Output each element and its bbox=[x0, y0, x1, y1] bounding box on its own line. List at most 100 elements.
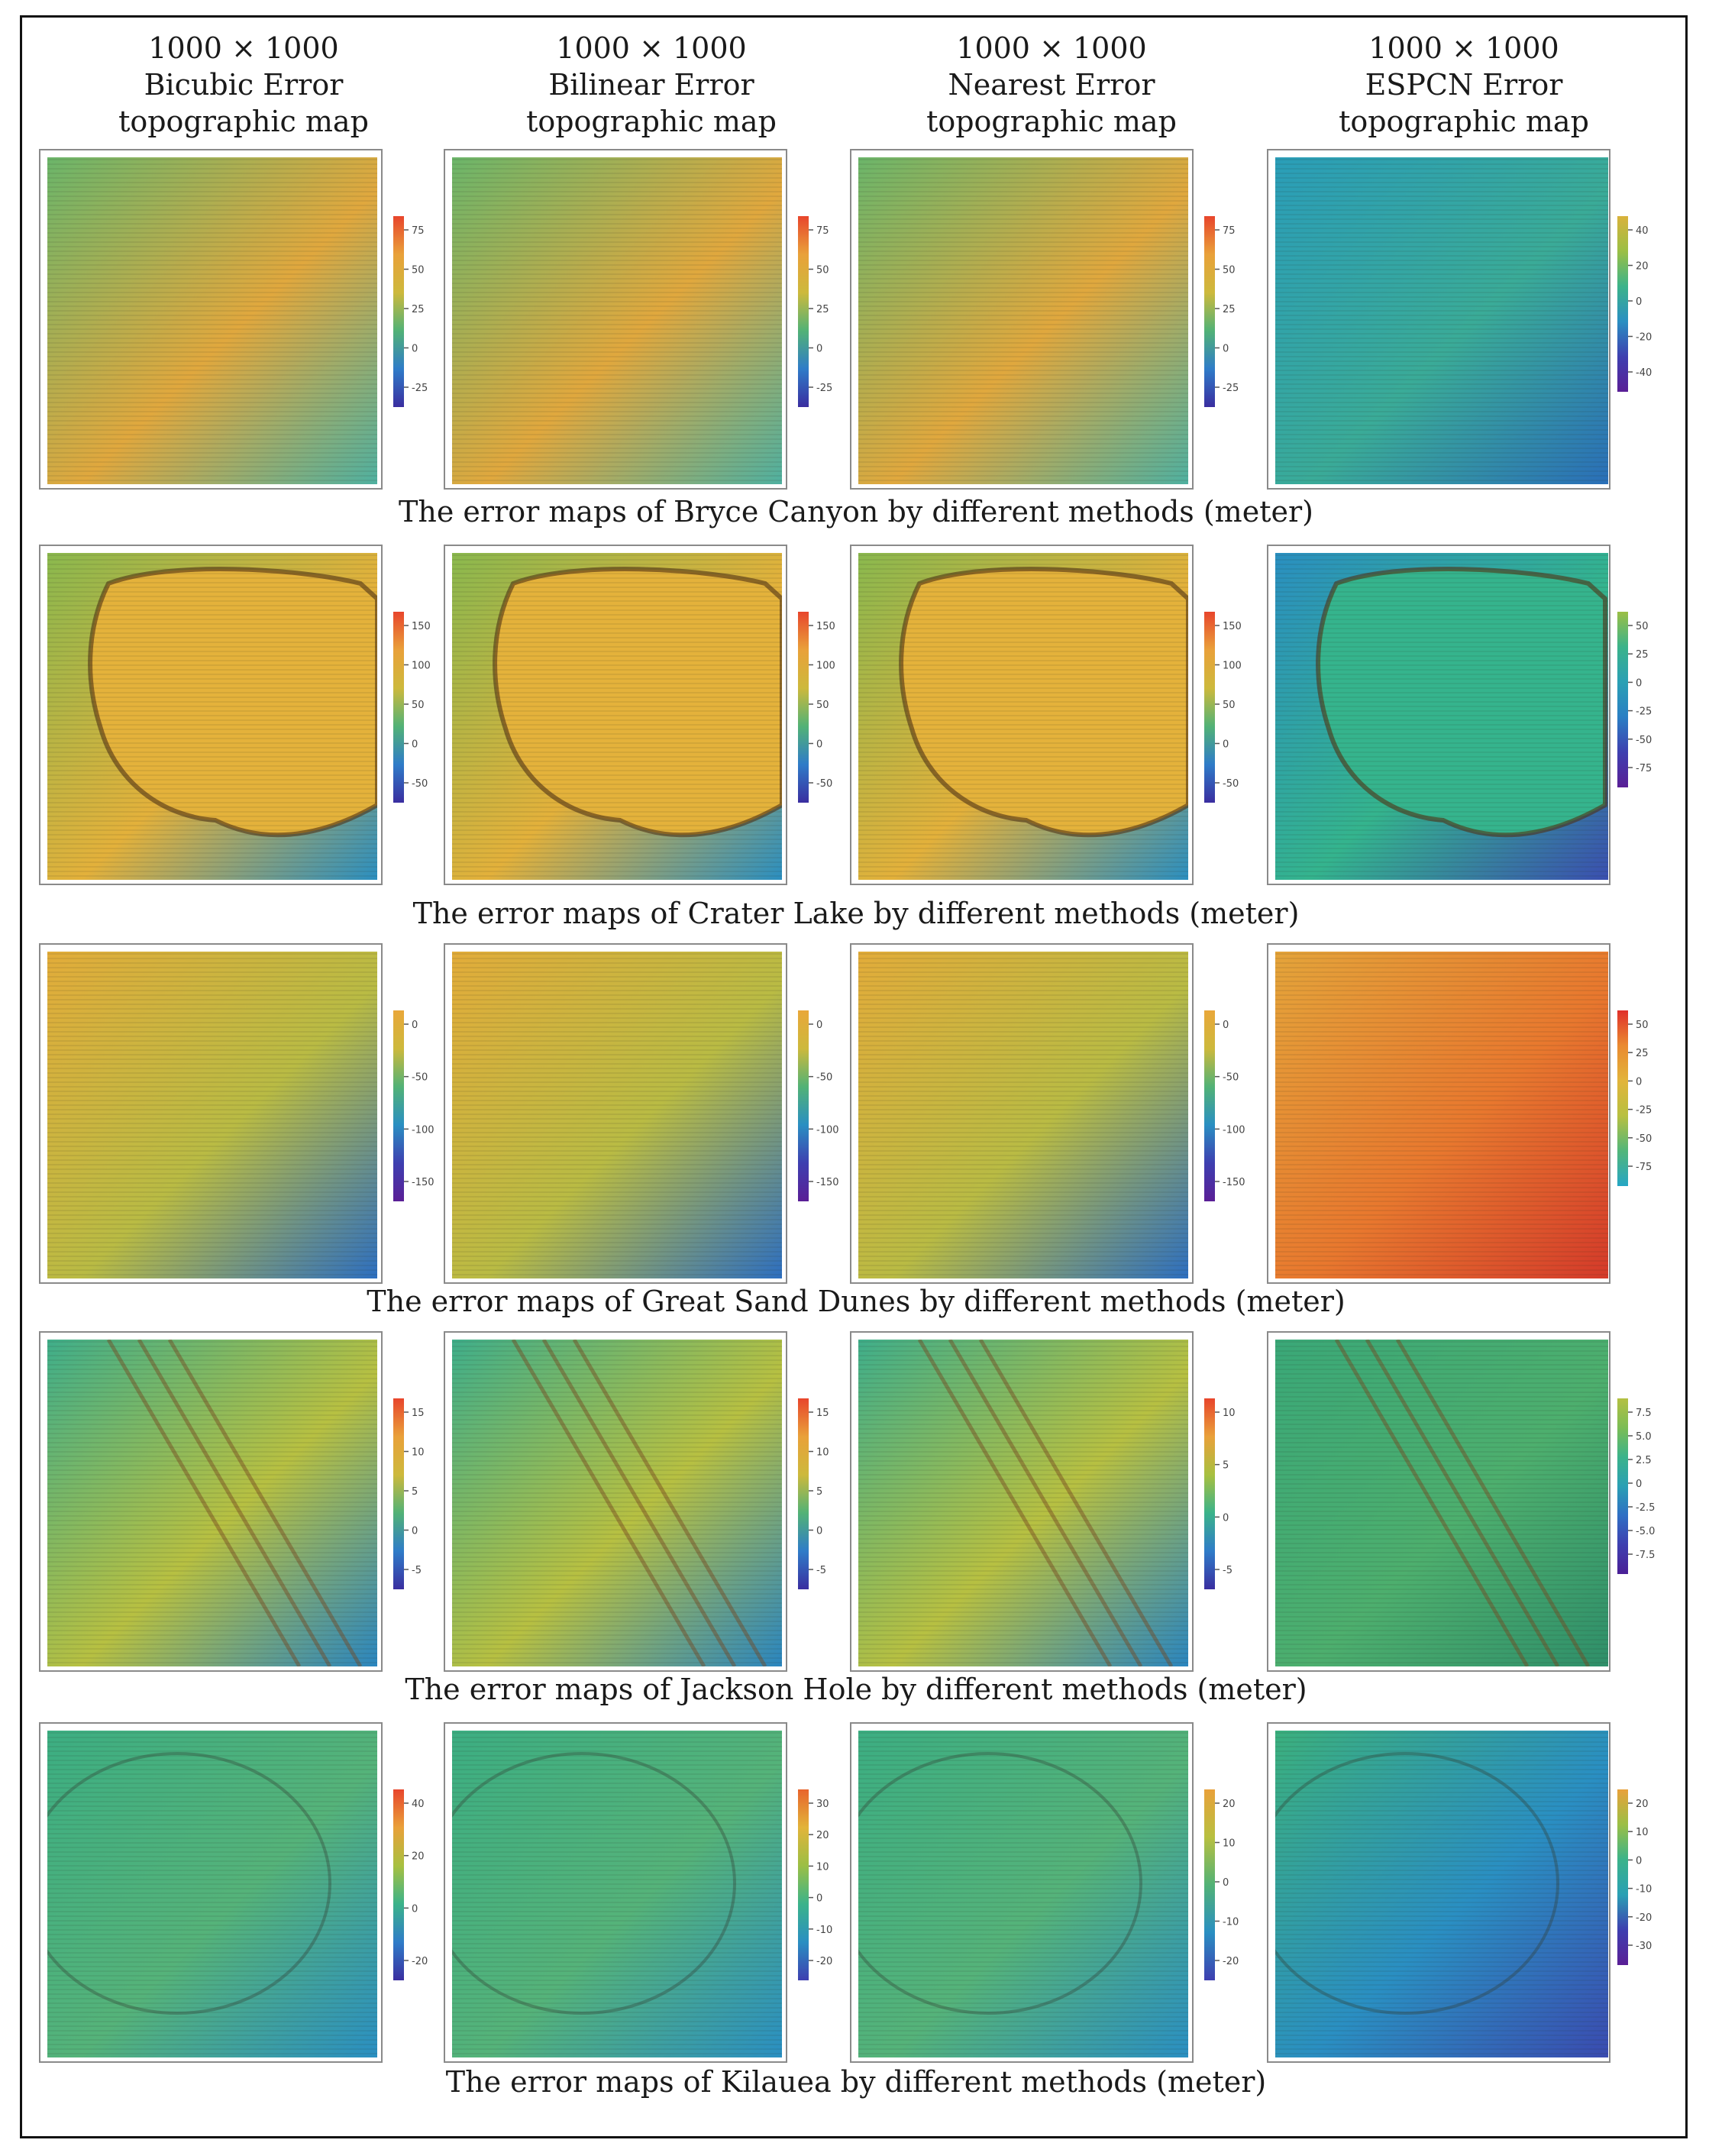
colorbar: 75 50 25 0 -25 bbox=[393, 216, 428, 407]
colorbar-tick-label: -20 bbox=[816, 1956, 832, 1967]
colorbar-tick-label: 50 bbox=[1223, 265, 1236, 276]
error-map-panel: 30 20 10 0 -10 -20 bbox=[444, 1722, 832, 2063]
colorbar-tick-label: 5 bbox=[816, 1486, 822, 1498]
figure-frame: 1000 × 1000 Bicubic Error topographic ma… bbox=[20, 15, 1688, 2138]
error-map-image bbox=[858, 157, 1188, 484]
error-map-image bbox=[858, 553, 1188, 880]
column-header-method: Nearest Error bbox=[948, 68, 1155, 102]
colorbar: 150 100 50 0 -50 bbox=[798, 612, 835, 803]
colorbar-tick-label: 75 bbox=[1223, 225, 1236, 237]
error-map-image bbox=[47, 553, 377, 880]
caption-bryce-canyon: The error maps of Bryce Canyon by differ… bbox=[399, 495, 1313, 528]
colorbar-gradient bbox=[798, 1789, 809, 1980]
colorbar-tick-label: -5 bbox=[412, 1565, 422, 1576]
error-map-image bbox=[452, 1731, 782, 2057]
colorbar-tick-label: 0 bbox=[1636, 1076, 1642, 1088]
error-map-panel: 0 -50 -100 -150 bbox=[850, 943, 1245, 1284]
colorbar-tick-label: -20 bbox=[412, 1956, 428, 1967]
colorbar-tick-label: 0 bbox=[412, 1020, 418, 1031]
error-map-panel: 150 100 50 0 -50 bbox=[850, 545, 1242, 885]
colorbar-tick-label: 20 bbox=[1636, 1799, 1649, 1810]
colorbar-tick-label: 25 bbox=[412, 304, 425, 315]
colorbar: 0 -50 -100 -150 bbox=[1204, 1010, 1245, 1201]
colorbar-tick-label: 50 bbox=[816, 265, 829, 276]
colorbar-tick-label: 0 bbox=[816, 1893, 822, 1905]
colorbar-tick-label: -150 bbox=[1223, 1177, 1245, 1188]
colorbar-tick-label: 50 bbox=[1223, 700, 1236, 711]
colorbar-tick-label: 50 bbox=[412, 265, 425, 276]
error-map-panel: 10 5 0 -5 bbox=[850, 1331, 1236, 1672]
colorbar-tick-label: 0 bbox=[816, 739, 822, 751]
column-header-type: topographic map bbox=[118, 105, 369, 138]
column-header-nearest: 1000 × 1000 Nearest Error topographic ma… bbox=[853, 30, 1250, 140]
caption-kilauea: The error maps of Kilauea by different m… bbox=[445, 2065, 1267, 2099]
colorbar-tick-label: 0 bbox=[1636, 1855, 1642, 1867]
colorbar: 7.5 5.0 2.5 0 -2.5 -5.0 -7.5 bbox=[1617, 1398, 1655, 1574]
colorbar: 30 20 10 0 -10 -20 bbox=[798, 1789, 832, 1980]
error-map-image bbox=[47, 1731, 377, 2057]
colorbar-gradient bbox=[393, 216, 404, 407]
column-header-method: ESPCN Error bbox=[1365, 68, 1563, 102]
column-header-method: Bicubic Error bbox=[144, 68, 344, 102]
colorbar-tick-label: -75 bbox=[1636, 763, 1652, 774]
caption-jackson-hole: The error maps of Jackson Hole by differ… bbox=[405, 1673, 1307, 1706]
colorbar-tick-label: -50 bbox=[1223, 778, 1239, 790]
colorbar: 20 10 0 -10 -20 bbox=[1204, 1789, 1239, 1980]
colorbar-tick-label: 25 bbox=[1636, 649, 1649, 661]
error-map-image bbox=[1275, 952, 1608, 1278]
colorbar-tick-label: -20 bbox=[1223, 1956, 1239, 1967]
colorbar-gradient bbox=[1204, 1398, 1215, 1589]
colorbar-tick-label: -75 bbox=[1636, 1162, 1652, 1173]
error-map-panel: 75 50 25 0 -25 bbox=[39, 149, 428, 490]
error-map-image bbox=[858, 952, 1188, 1278]
colorbar-tick-label: 10 bbox=[1636, 1827, 1649, 1838]
error-map-panel: 15 10 5 0 -5 bbox=[444, 1331, 829, 1672]
colorbar-tick-label: 0 bbox=[1636, 296, 1642, 308]
colorbar-tick-label: -10 bbox=[1223, 1917, 1239, 1928]
colorbar-tick-label: 0 bbox=[1223, 1020, 1229, 1031]
column-header-type: topographic map bbox=[526, 105, 777, 138]
colorbar: 10 5 0 -5 bbox=[1204, 1398, 1236, 1589]
colorbar-tick-label: -150 bbox=[816, 1177, 839, 1188]
colorbar: 20 10 0 -10 -20 -30 bbox=[1617, 1789, 1652, 1965]
colorbar-tick-label: 0 bbox=[412, 344, 418, 355]
colorbar-gradient bbox=[798, 1398, 809, 1589]
colorbar-tick-label: 10 bbox=[816, 1447, 829, 1459]
colorbar-tick-label: -100 bbox=[412, 1124, 435, 1136]
colorbar-tick-label: 0 bbox=[1223, 739, 1229, 751]
colorbar-tick-label: -20 bbox=[1636, 1912, 1652, 1924]
error-map-panel: 150 100 50 0 -50 bbox=[444, 545, 835, 885]
colorbar-tick-label: -50 bbox=[1223, 1072, 1239, 1084]
colorbar-tick-label: 5 bbox=[412, 1486, 418, 1498]
colorbar-gradient bbox=[393, 1398, 404, 1589]
colorbar-tick-label: 2.5 bbox=[1636, 1455, 1652, 1466]
error-map-image bbox=[47, 1340, 377, 1666]
colorbar-tick-label: 0 bbox=[816, 1020, 822, 1031]
colorbar-tick-label: 0 bbox=[412, 1526, 418, 1537]
colorbar-tick-label: 25 bbox=[1223, 304, 1236, 315]
colorbar-tick-label: 100 bbox=[816, 661, 835, 672]
colorbar-tick-label: -50 bbox=[816, 778, 832, 790]
caption-great-sand-dunes: The error maps of Great Sand Dunes by di… bbox=[367, 1285, 1346, 1318]
colorbar: 75 50 25 0 -25 bbox=[798, 216, 832, 407]
colorbar-gradient bbox=[1204, 1789, 1215, 1980]
colorbar-tick-label: 20 bbox=[1636, 261, 1649, 273]
colorbar-tick-label: -10 bbox=[816, 1925, 832, 1936]
colorbar-tick-label: -50 bbox=[412, 778, 428, 790]
colorbar-tick-label: 50 bbox=[816, 700, 829, 711]
caption-crater-lake: The error maps of Crater Lake by differe… bbox=[412, 897, 1300, 930]
colorbar-gradient bbox=[1617, 1010, 1628, 1186]
colorbar-gradient bbox=[798, 216, 809, 407]
error-map-image bbox=[858, 1340, 1188, 1666]
error-map-panel: 20 10 0 -10 -20 -30 bbox=[1267, 1722, 1652, 2063]
colorbar-tick-label: -25 bbox=[1636, 706, 1652, 718]
colorbar-tick-label: 150 bbox=[816, 621, 835, 632]
colorbar-tick-label: 75 bbox=[412, 225, 425, 237]
column-header-size: 1000 × 1000 bbox=[148, 31, 339, 65]
colorbar-tick-label: -25 bbox=[816, 383, 832, 394]
colorbar-tick-label: 25 bbox=[816, 304, 829, 315]
colorbar-tick-label: 25 bbox=[1636, 1048, 1649, 1059]
colorbar-tick-label: 30 bbox=[816, 1799, 829, 1810]
error-map-panel: 150 100 50 0 -50 bbox=[39, 545, 431, 885]
error-map-panel: 0 -50 -100 -150 bbox=[39, 943, 435, 1284]
